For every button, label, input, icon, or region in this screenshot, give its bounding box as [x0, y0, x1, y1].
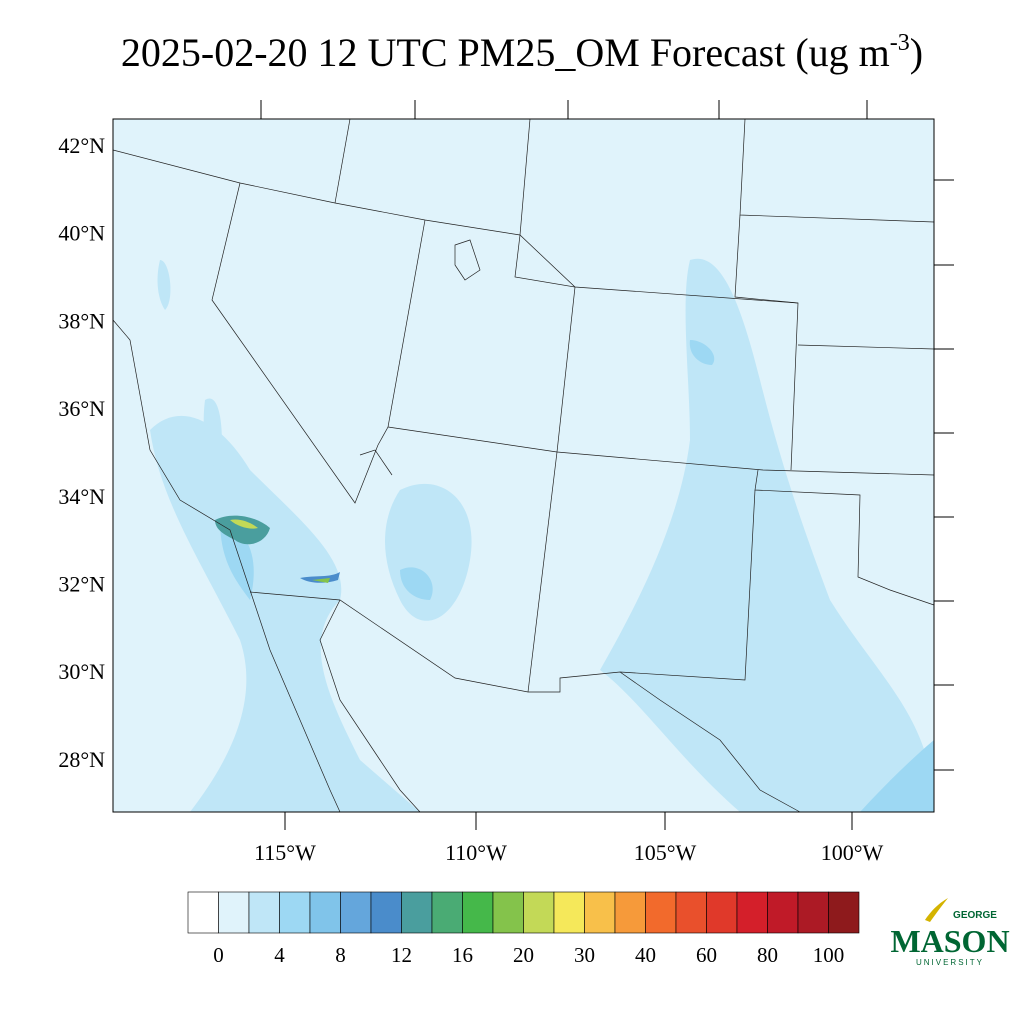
lat-label: 32°N [58, 572, 105, 597]
lat-label: 36°N [58, 396, 105, 421]
title: 2025-02-20 12 UTC PM25_OM Forecast (ug m… [121, 30, 923, 75]
title-superscript: -3 [890, 30, 910, 56]
colorbar-box [218, 891, 250, 934]
colorbar-label: 16 [452, 943, 473, 967]
colorbar-box [492, 891, 524, 934]
lat-label: 34°N [58, 484, 105, 509]
logo: GEORGE MASON UNIVERSITY [890, 898, 1010, 967]
logo-swoosh [925, 898, 948, 922]
colorbar-box [370, 891, 402, 934]
colorbar-label: 80 [757, 943, 778, 967]
colorbar-box [706, 891, 738, 934]
colorbar: 0 4 8 12 16 20 30 40 60 80 100 [187, 891, 860, 967]
lat-label: 30°N [58, 659, 105, 684]
map [112, 100, 954, 830]
colorbar-box [675, 891, 707, 934]
colorbar-box [340, 891, 372, 934]
colorbar-box [767, 891, 799, 934]
lon-label: 105°W [634, 840, 697, 865]
colorbar-box [462, 891, 494, 934]
colorbar-box [553, 891, 585, 934]
colorbar-box [401, 891, 433, 934]
colorbar-box [309, 891, 341, 934]
graticule-ticks [260, 100, 954, 830]
title-main: 2025-02-20 12 UTC PM25_OM Forecast (ug m [121, 30, 890, 75]
concentration-fields [150, 258, 934, 813]
lat-label: 28°N [58, 747, 105, 772]
colorbar-box [248, 891, 280, 934]
map-frame [112, 118, 935, 813]
colorbar-box [431, 891, 463, 934]
colorbar-box [645, 891, 677, 934]
lat-label: 38°N [58, 308, 105, 333]
colorbar-label: 60 [696, 943, 717, 967]
logo-bottom: UNIVERSITY [916, 958, 984, 967]
colorbar-label: 20 [513, 943, 534, 967]
colorbar-box [523, 891, 555, 934]
colorbar-label: 4 [274, 943, 285, 967]
colorbar-label: 100 [813, 943, 845, 967]
title-end: ) [910, 30, 923, 75]
logo-main: MASON [890, 923, 1009, 959]
colorbar-box [584, 891, 616, 934]
colorbar-box [736, 891, 768, 934]
concentration-fields-high [215, 515, 340, 583]
colorbar-box [187, 891, 219, 934]
lat-label: 42°N [58, 133, 105, 158]
colorbar-box [614, 891, 646, 934]
colorbar-box [828, 891, 860, 934]
colorbar-label: 0 [213, 943, 224, 967]
lon-label: 110°W [445, 840, 507, 865]
logo-top: GEORGE [953, 910, 997, 921]
colorbar-label: 8 [335, 943, 346, 967]
colorbar-label: 30 [574, 943, 595, 967]
boundaries [112, 118, 935, 813]
colorbar-box [279, 891, 311, 934]
lat-label: 40°N [58, 221, 105, 246]
colorbar-label: 40 [635, 943, 656, 967]
colorbar-box [797, 891, 829, 934]
lon-label: 100°W [821, 840, 884, 865]
lon-label: 115°W [254, 840, 316, 865]
colorbar-label: 12 [391, 943, 412, 967]
